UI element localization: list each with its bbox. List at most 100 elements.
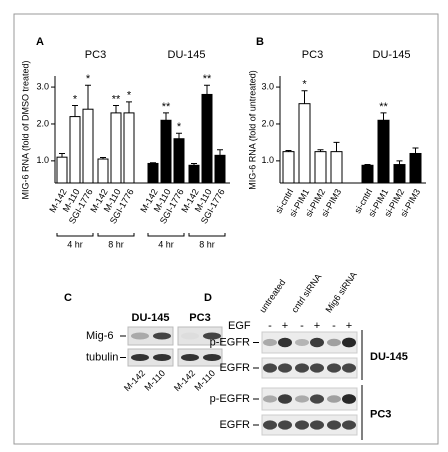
band xyxy=(181,354,199,361)
lane-label: M-142 xyxy=(172,368,197,393)
treatment-state: - xyxy=(332,320,336,332)
error-bar xyxy=(191,162,197,166)
bar xyxy=(201,93,213,184)
treatment-state: - xyxy=(268,320,272,332)
bar xyxy=(110,112,122,184)
significance-label: * xyxy=(302,79,307,91)
group-bracket xyxy=(56,233,94,237)
band xyxy=(263,363,277,373)
bar xyxy=(123,112,135,184)
bar xyxy=(298,103,311,184)
band xyxy=(310,394,324,404)
error-bar xyxy=(59,152,65,158)
group-bracket xyxy=(188,233,226,237)
error-bar xyxy=(72,105,78,117)
band xyxy=(295,363,309,373)
time-group-label: 8 hr xyxy=(199,239,215,249)
band xyxy=(342,394,356,404)
band xyxy=(203,354,221,361)
y-tick-label: 1.0 xyxy=(261,155,274,165)
band xyxy=(342,363,356,373)
band xyxy=(203,332,221,340)
band xyxy=(327,420,341,430)
significance-label: * xyxy=(86,73,91,85)
band xyxy=(153,354,171,361)
blot xyxy=(177,326,223,346)
blot xyxy=(177,348,223,367)
panel-letter: D xyxy=(204,292,212,304)
group-bracket xyxy=(147,233,185,237)
y-tick-label: 2.0 xyxy=(36,118,49,128)
band xyxy=(263,420,277,430)
significance-label: * xyxy=(177,121,182,133)
band xyxy=(181,332,199,340)
cell-line-label: PC3 xyxy=(370,408,391,420)
band xyxy=(310,337,324,348)
error-bar xyxy=(85,84,91,110)
group-title: PC3 xyxy=(85,49,106,61)
error-bar xyxy=(163,112,169,121)
figure-border xyxy=(13,13,439,445)
panel-letter: C xyxy=(64,292,72,304)
bar xyxy=(409,152,422,184)
bar xyxy=(69,116,81,184)
bar xyxy=(214,154,226,184)
band xyxy=(263,395,277,403)
bar xyxy=(147,162,159,184)
band xyxy=(278,337,292,348)
condition-label: cntrl siRNA xyxy=(289,272,323,315)
error-bar xyxy=(380,112,387,121)
row-label: Mig-6 xyxy=(86,330,114,342)
bar xyxy=(160,119,172,184)
treatment-label: EGF xyxy=(228,320,251,332)
blot xyxy=(261,414,358,436)
band xyxy=(278,394,292,404)
band xyxy=(310,420,324,430)
group-title: DU-145 xyxy=(373,49,411,61)
error-bar xyxy=(217,149,223,156)
treatment-state: + xyxy=(346,320,352,332)
blot xyxy=(261,387,358,411)
band xyxy=(295,339,309,346)
error-bar xyxy=(176,132,182,139)
panel-letter: A xyxy=(36,36,44,48)
cell-line-label: DU-145 xyxy=(132,312,170,324)
row-label: EGFR xyxy=(219,362,250,374)
row-label: EGFR xyxy=(219,419,250,431)
band xyxy=(310,363,324,373)
error-bar xyxy=(204,84,210,95)
error-bar xyxy=(364,164,371,166)
significance-label: * xyxy=(127,90,132,102)
bar xyxy=(173,138,185,184)
bar xyxy=(377,119,390,184)
lane-label: M-142 xyxy=(122,368,147,393)
blot xyxy=(127,326,174,346)
band xyxy=(263,338,277,347)
band xyxy=(153,332,171,340)
blot xyxy=(261,357,358,379)
error-bar xyxy=(285,150,292,152)
group-bracket xyxy=(97,233,135,237)
error-bar xyxy=(150,162,156,164)
error-bar xyxy=(412,147,419,154)
y-tick-label: 1.0 xyxy=(36,155,49,165)
band xyxy=(295,395,309,403)
significance-label: ** xyxy=(379,101,388,113)
significance-label: ** xyxy=(112,93,121,105)
treatment-state: + xyxy=(282,320,288,332)
y-tick-label: 2.0 xyxy=(261,118,274,128)
bar xyxy=(56,156,68,184)
group-title: PC3 xyxy=(302,49,323,61)
bar xyxy=(330,151,343,184)
row-label: tubulin xyxy=(86,351,118,363)
band xyxy=(342,420,356,430)
band xyxy=(342,337,356,348)
error-bar xyxy=(113,105,119,113)
bar xyxy=(282,151,295,184)
y-axis-label: MIG-6 RNA (fold of untreated) xyxy=(247,70,257,190)
row-label: p-EGFR xyxy=(210,336,250,348)
lane-label: M-110 xyxy=(142,368,167,393)
significance-label: ** xyxy=(203,73,212,85)
error-bar xyxy=(333,141,340,152)
